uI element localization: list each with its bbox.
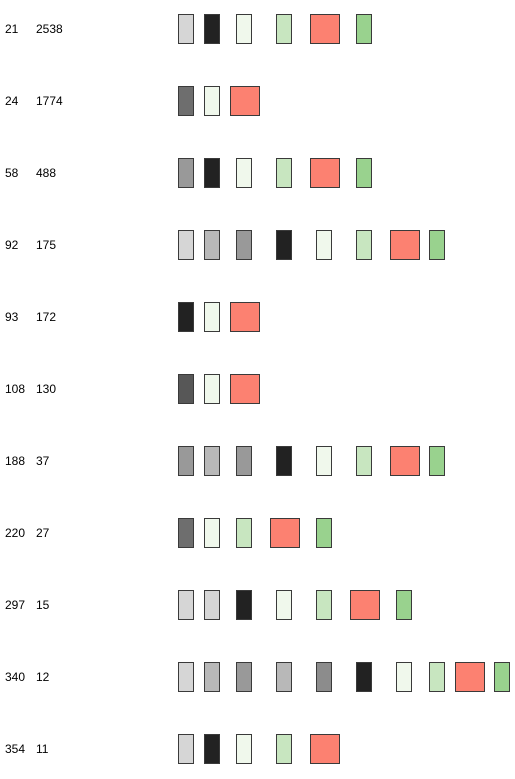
block-green-50 xyxy=(396,662,412,692)
block-gray-300 xyxy=(236,446,252,476)
block-salmon xyxy=(390,446,420,476)
block-gray-100 xyxy=(178,230,194,260)
block-gray-500 xyxy=(178,518,194,548)
row-id: 220 xyxy=(5,526,26,540)
block-green-100 xyxy=(356,230,372,260)
block-gray-100 xyxy=(204,590,220,620)
row-340: 340 12 xyxy=(0,662,515,692)
block-salmon xyxy=(390,230,420,260)
row-354: 354 11 xyxy=(0,734,515,764)
block-salmon xyxy=(350,590,380,620)
block-green-50 xyxy=(236,14,252,44)
block-gray-300 xyxy=(178,446,194,476)
block-gray-100 xyxy=(178,662,194,692)
row-count: 1774 xyxy=(36,94,63,108)
block-green-200 xyxy=(316,518,332,548)
block-gray-500 xyxy=(178,86,194,116)
row-count: 15 xyxy=(36,598,50,612)
block-salmon xyxy=(230,86,260,116)
block-salmon xyxy=(310,734,340,764)
block-black xyxy=(204,158,220,188)
block-black xyxy=(276,230,292,260)
block-gray-100 xyxy=(178,590,194,620)
row-count: 27 xyxy=(36,526,50,540)
block-salmon xyxy=(230,302,260,332)
block-green-200 xyxy=(356,14,372,44)
block-green-200 xyxy=(429,446,445,476)
row-297: 297 15 xyxy=(0,590,515,620)
row-count: 11 xyxy=(36,742,49,756)
row-id: 340 xyxy=(5,670,26,684)
block-gray-300 xyxy=(178,158,194,188)
block-gray-600 xyxy=(178,374,194,404)
row-58: 58 488 xyxy=(0,158,515,188)
block-black xyxy=(178,302,194,332)
block-green-50 xyxy=(316,446,332,476)
block-salmon xyxy=(455,662,485,692)
block-green-100 xyxy=(236,518,252,548)
block-gray-300 xyxy=(236,662,252,692)
block-green-50 xyxy=(236,734,252,764)
block-black xyxy=(204,734,220,764)
row-id: 24 xyxy=(5,94,19,108)
row-count: 2538 xyxy=(36,22,63,36)
block-green-50 xyxy=(204,518,220,548)
block-salmon xyxy=(310,158,340,188)
block-green-50 xyxy=(204,374,220,404)
block-green-100 xyxy=(316,590,332,620)
block-green-200 xyxy=(429,230,445,260)
row-count: 12 xyxy=(36,670,50,684)
row-id: 108 xyxy=(5,382,26,396)
block-gray-400 xyxy=(316,662,332,692)
row-count: 175 xyxy=(36,238,57,252)
block-gray-200 xyxy=(204,230,220,260)
block-salmon xyxy=(270,518,300,548)
row-21: 21 2538 xyxy=(0,14,515,44)
row-24: 24 1774 xyxy=(0,86,515,116)
row-id: 21 xyxy=(5,22,19,36)
block-gray-200 xyxy=(204,662,220,692)
row-count: 172 xyxy=(36,310,57,324)
block-green-100 xyxy=(276,158,292,188)
block-salmon xyxy=(310,14,340,44)
block-green-50 xyxy=(204,302,220,332)
block-green-200 xyxy=(356,158,372,188)
block-green-50 xyxy=(204,86,220,116)
block-black xyxy=(276,446,292,476)
row-92: 92 175 xyxy=(0,230,515,260)
row-id: 354 xyxy=(5,742,26,756)
row-id: 93 xyxy=(5,310,19,324)
block-gray-200 xyxy=(276,662,292,692)
block-green-100 xyxy=(276,14,292,44)
block-green-50 xyxy=(316,230,332,260)
block-gray-100 xyxy=(178,14,194,44)
row-220: 220 27 xyxy=(0,518,515,548)
row-id: 58 xyxy=(5,166,19,180)
block-black xyxy=(204,14,220,44)
block-black xyxy=(356,662,372,692)
row-108: 108 130 xyxy=(0,374,515,404)
block-green-100 xyxy=(276,734,292,764)
row-count: 37 xyxy=(36,454,50,468)
row-id: 188 xyxy=(5,454,26,468)
row-id: 92 xyxy=(5,238,19,252)
block-green-50 xyxy=(276,590,292,620)
row-id: 297 xyxy=(5,598,26,612)
block-salmon xyxy=(230,374,260,404)
block-green-200 xyxy=(494,662,510,692)
block-gray-200 xyxy=(204,446,220,476)
block-green-200 xyxy=(396,590,412,620)
block-gray-300 xyxy=(236,230,252,260)
row-count: 488 xyxy=(36,166,57,180)
row-93: 93 172 xyxy=(0,302,515,332)
block-green-100 xyxy=(429,662,445,692)
block-gray-100 xyxy=(178,734,194,764)
row-188: 188 37 xyxy=(0,446,515,476)
row-count: 130 xyxy=(36,382,57,396)
block-black xyxy=(236,590,252,620)
block-green-50 xyxy=(236,158,252,188)
block-green-100 xyxy=(356,446,372,476)
